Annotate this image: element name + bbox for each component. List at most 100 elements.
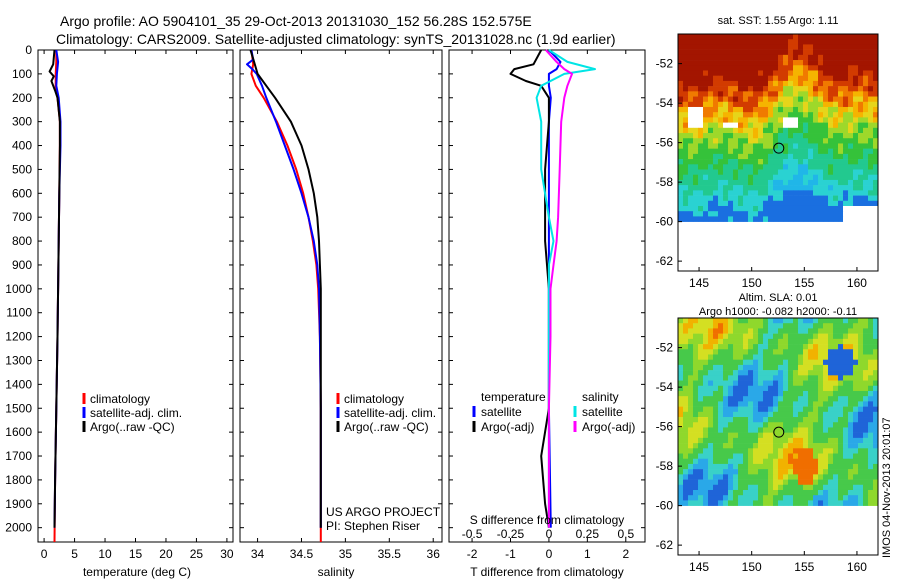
map-cell xyxy=(683,458,689,465)
map-cell xyxy=(788,65,794,71)
map-cell xyxy=(743,39,749,45)
depth-tick-label: 1500 xyxy=(5,401,32,415)
map-cell xyxy=(763,484,769,491)
map-cell xyxy=(743,153,749,160)
map-cell xyxy=(683,484,689,491)
map-cell xyxy=(798,484,804,491)
map-cell xyxy=(783,54,789,61)
map-cell xyxy=(778,328,784,334)
map-cell xyxy=(778,323,784,329)
map-cell xyxy=(788,495,794,501)
map-cell xyxy=(873,133,879,139)
map-cell xyxy=(738,190,744,196)
map-cell xyxy=(788,86,794,92)
map-cell xyxy=(748,463,754,470)
map-cell xyxy=(778,344,784,350)
map-cell xyxy=(678,422,684,428)
map-cell xyxy=(813,390,819,397)
map-cell xyxy=(858,364,864,371)
map-cell xyxy=(818,205,824,212)
map-cell xyxy=(768,390,774,397)
map-cell xyxy=(688,216,694,222)
map-cell xyxy=(773,401,779,407)
map-cell xyxy=(853,60,859,66)
map-cell xyxy=(818,44,824,50)
map-cell xyxy=(838,34,844,40)
map-cell xyxy=(808,127,814,134)
map-cell xyxy=(738,354,744,360)
map-cell xyxy=(838,91,844,97)
map-cell xyxy=(788,474,794,480)
x-tick-label: 20 xyxy=(159,547,173,561)
map-cell xyxy=(778,133,784,139)
map-cell xyxy=(698,148,704,155)
map-cell xyxy=(858,443,864,449)
map-cell xyxy=(708,164,714,170)
map-cell xyxy=(848,401,854,407)
map-cell xyxy=(848,169,854,176)
map-cell xyxy=(798,333,804,340)
legend-t-satellite-label: satellite xyxy=(481,405,522,419)
map-cell xyxy=(693,205,699,212)
map-cell xyxy=(693,75,699,82)
map-cell xyxy=(803,138,809,144)
map-cell xyxy=(818,91,824,97)
map-cell xyxy=(733,443,739,449)
map-cell xyxy=(758,106,764,113)
map-cell xyxy=(743,469,749,475)
map-cell xyxy=(833,463,839,470)
map-cell xyxy=(698,138,704,144)
map-cell xyxy=(853,185,859,191)
s-diff-tick-label: 0.5 xyxy=(617,527,634,541)
map-cell xyxy=(813,401,819,407)
map-cell xyxy=(763,205,769,212)
map-cell xyxy=(833,65,839,71)
map-cell xyxy=(853,432,859,439)
map-cell xyxy=(798,75,804,82)
map-cell xyxy=(723,489,729,496)
map-cell xyxy=(808,70,814,76)
map-cell xyxy=(833,143,839,149)
map-cell xyxy=(763,138,769,144)
map-cell xyxy=(708,474,714,480)
map-cell xyxy=(863,359,869,366)
map-cell xyxy=(728,474,734,480)
map-cell xyxy=(858,375,864,381)
map-cell xyxy=(828,143,834,149)
map-cell xyxy=(733,318,739,324)
map-cell xyxy=(768,349,774,355)
map-cell xyxy=(683,106,689,113)
map-cell xyxy=(868,380,874,387)
map-cell xyxy=(833,479,839,486)
map-cell xyxy=(748,138,754,144)
map-cell xyxy=(828,495,834,501)
map-cell xyxy=(718,401,724,407)
map-cell xyxy=(693,463,699,470)
map-cell xyxy=(758,127,764,134)
map-cell xyxy=(703,75,709,82)
map-cell xyxy=(728,133,734,139)
map-cell xyxy=(868,122,874,129)
map-cell xyxy=(708,190,714,196)
map-cell xyxy=(858,359,864,366)
map-cell xyxy=(823,169,829,176)
map-cell xyxy=(728,328,734,334)
map-cell xyxy=(788,380,794,387)
map-cell xyxy=(828,437,834,444)
map-cell xyxy=(833,443,839,449)
map-cell xyxy=(838,443,844,449)
map-cell xyxy=(688,49,694,56)
map-cell xyxy=(853,143,859,149)
map-cell xyxy=(698,190,704,196)
map-cell xyxy=(783,448,789,454)
map-cell xyxy=(843,54,849,61)
map-cell xyxy=(873,143,879,149)
map-cell xyxy=(738,96,744,103)
map-cell xyxy=(868,112,874,118)
map-cell xyxy=(813,34,819,40)
map-cell xyxy=(688,328,694,334)
map-cell xyxy=(748,39,754,45)
map-cell xyxy=(693,396,699,402)
map-cell xyxy=(863,448,869,454)
depth-tick-label: 700 xyxy=(12,210,32,224)
